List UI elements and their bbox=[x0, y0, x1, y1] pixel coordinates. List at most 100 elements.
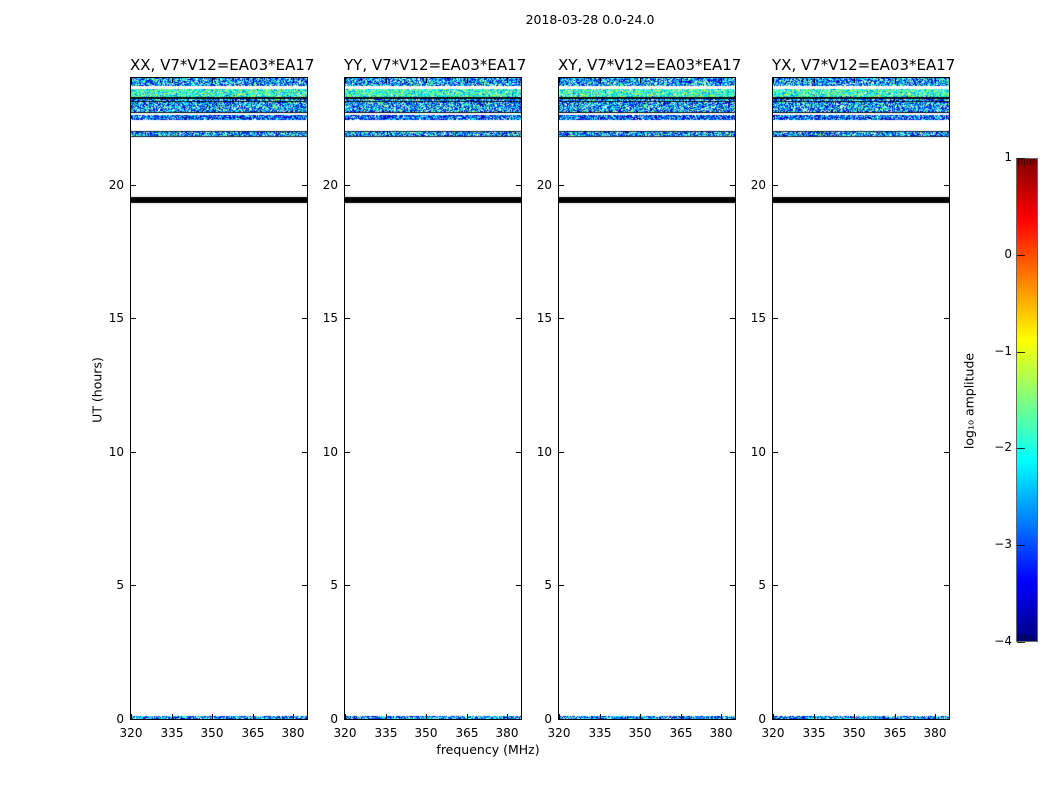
colorbar-tick-label: −4 bbox=[994, 634, 1012, 648]
x-tick-label: 365 bbox=[241, 726, 265, 740]
x-tick-label: 320 bbox=[119, 726, 143, 740]
colorbar-tick bbox=[1017, 255, 1025, 257]
y-tick-right bbox=[730, 585, 735, 587]
x-tick-top bbox=[854, 78, 856, 83]
y-tick-label: 0 bbox=[116, 712, 124, 726]
x-tick-label: 365 bbox=[455, 726, 479, 740]
x-tick-top bbox=[386, 78, 388, 83]
x-tick-top bbox=[293, 78, 295, 83]
x-tick-label: 350 bbox=[628, 726, 652, 740]
x-tick-bottom bbox=[172, 714, 174, 719]
panel-title-yy: YY, V7*V12=EA03*EA17 bbox=[344, 56, 527, 74]
colorbar-tick bbox=[1017, 545, 1025, 547]
x-tick-top bbox=[559, 78, 561, 83]
y-tick-left bbox=[131, 452, 136, 454]
y-tick-label: 15 bbox=[750, 311, 766, 325]
y-tick-right bbox=[944, 318, 949, 320]
y-tick-left bbox=[345, 318, 350, 320]
colorbar-tick bbox=[1017, 448, 1025, 450]
y-tick-left bbox=[773, 318, 778, 320]
y-tick-right bbox=[302, 719, 307, 721]
y-tick-right bbox=[302, 452, 307, 454]
x-tick-bottom bbox=[854, 714, 856, 719]
x-tick-bottom bbox=[721, 714, 723, 719]
y-tick-label: 10 bbox=[322, 445, 338, 459]
y-tick-label: 20 bbox=[536, 178, 552, 192]
y-tick-left bbox=[559, 185, 564, 187]
y-tick-left bbox=[559, 719, 564, 721]
panel-plot-xx bbox=[130, 77, 308, 720]
x-tick-top bbox=[681, 78, 683, 83]
y-tick-label: 0 bbox=[758, 712, 766, 726]
y-tick-left bbox=[559, 585, 564, 587]
x-axis-label: frequency (MHz) bbox=[436, 742, 540, 757]
y-tick-right bbox=[730, 719, 735, 721]
y-tick-label: 15 bbox=[322, 311, 338, 325]
x-tick-bottom bbox=[426, 714, 428, 719]
colorbar-tick-label: −2 bbox=[994, 440, 1012, 454]
x-tick-top bbox=[212, 78, 214, 83]
colorbar-tick-label: −3 bbox=[994, 537, 1012, 551]
colorbar-tick-label: −1 bbox=[994, 344, 1012, 358]
x-tick-label: 320 bbox=[547, 726, 571, 740]
x-tick-bottom bbox=[253, 714, 255, 719]
x-tick-top bbox=[507, 78, 509, 83]
y-tick-label: 15 bbox=[108, 311, 124, 325]
y-tick-label: 15 bbox=[536, 311, 552, 325]
x-tick-top bbox=[935, 78, 937, 83]
y-tick-left bbox=[345, 185, 350, 187]
y-tick-left bbox=[131, 185, 136, 187]
y-tick-label: 5 bbox=[116, 578, 124, 592]
x-tick-label: 335 bbox=[588, 726, 612, 740]
colorbar-tick bbox=[1017, 642, 1025, 644]
colorbar-over-hatch bbox=[1018, 159, 1036, 165]
x-tick-bottom bbox=[681, 714, 683, 719]
x-tick-label: 350 bbox=[200, 726, 224, 740]
y-tick-label: 20 bbox=[322, 178, 338, 192]
y-tick-label: 20 bbox=[750, 178, 766, 192]
y-tick-right bbox=[730, 318, 735, 320]
x-tick-top bbox=[773, 78, 775, 83]
x-tick-bottom bbox=[212, 714, 214, 719]
y-tick-left bbox=[131, 318, 136, 320]
y-tick-left bbox=[773, 719, 778, 721]
panel-plot-yx bbox=[772, 77, 950, 720]
y-tick-label: 5 bbox=[330, 578, 338, 592]
x-tick-label: 320 bbox=[333, 726, 357, 740]
x-tick-bottom bbox=[773, 714, 775, 719]
y-tick-right bbox=[944, 585, 949, 587]
y-axis-label: UT (hours) bbox=[89, 357, 105, 423]
x-tick-label: 380 bbox=[709, 726, 733, 740]
x-tick-label: 365 bbox=[883, 726, 907, 740]
y-tick-right bbox=[516, 585, 521, 587]
x-tick-label: 365 bbox=[669, 726, 693, 740]
y-tick-right bbox=[302, 185, 307, 187]
colorbar-tick bbox=[1017, 352, 1025, 354]
y-tick-label: 10 bbox=[750, 445, 766, 459]
x-tick-label: 380 bbox=[923, 726, 947, 740]
y-tick-left bbox=[773, 585, 778, 587]
y-tick-right bbox=[516, 452, 521, 454]
x-tick-label: 335 bbox=[374, 726, 398, 740]
x-tick-bottom bbox=[507, 714, 509, 719]
x-tick-top bbox=[426, 78, 428, 83]
colorbar-tick-label: 1 bbox=[1004, 150, 1012, 164]
x-tick-label: 380 bbox=[281, 726, 305, 740]
y-tick-label: 5 bbox=[544, 578, 552, 592]
x-tick-top bbox=[345, 78, 347, 83]
y-tick-left bbox=[559, 452, 564, 454]
panel-title-xy: XY, V7*V12=EA03*EA17 bbox=[558, 56, 742, 74]
x-tick-bottom bbox=[467, 714, 469, 719]
x-tick-top bbox=[600, 78, 602, 83]
panel-title-xx: XX, V7*V12=EA03*EA17 bbox=[130, 56, 315, 74]
x-tick-bottom bbox=[386, 714, 388, 719]
x-tick-label: 335 bbox=[160, 726, 184, 740]
y-tick-right bbox=[516, 719, 521, 721]
x-tick-top bbox=[467, 78, 469, 83]
y-tick-label: 10 bbox=[108, 445, 124, 459]
x-tick-label: 350 bbox=[842, 726, 866, 740]
x-tick-bottom bbox=[559, 714, 561, 719]
colorbar-gradient bbox=[1016, 158, 1038, 642]
colorbar-tick-label: 0 bbox=[1004, 247, 1012, 261]
